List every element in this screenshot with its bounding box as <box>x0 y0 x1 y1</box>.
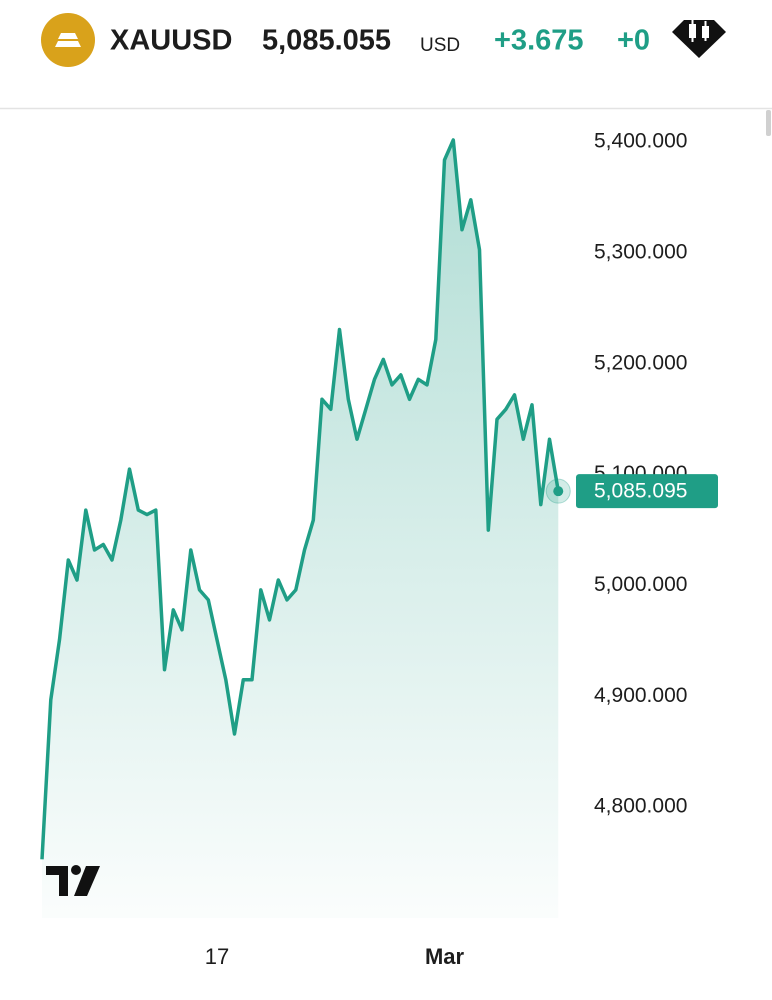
y-tick-label: 4,900.000 <box>594 684 687 707</box>
header: XAUUSD 5,085.055 USD +3.675 +0 <box>0 13 772 136</box>
x-tick-label: Mar <box>425 944 465 969</box>
gold-icon <box>41 13 95 67</box>
x-tick-label: 17 <box>205 944 229 969</box>
price: 5,085.055 <box>262 25 391 57</box>
price-marker-box <box>576 474 718 509</box>
tradingview-logo <box>46 865 100 896</box>
gold-bars <box>55 33 81 47</box>
scrollbar[interactable] <box>766 110 771 136</box>
plot: 4,800.0004,900.0005,000.0005,100.0005,20… <box>40 130 718 969</box>
y-tick-label: 5,400.000 <box>594 130 687 153</box>
last-price-dot <box>553 486 564 497</box>
area-fill <box>42 140 559 918</box>
y-tick-label: 5,200.000 <box>594 351 687 374</box>
y-tick-label: 4,800.000 <box>594 795 687 818</box>
chart-style-button[interactable] <box>672 19 726 58</box>
y-tick-label: 5,000.000 <box>594 573 687 596</box>
price-line <box>40 138 561 860</box>
price-marker-label: 5,085.095 <box>594 480 687 503</box>
y-tick-label: 5,300.000 <box>594 241 687 264</box>
symbol: XAUUSD <box>110 25 232 57</box>
change-percent: +0 <box>617 25 650 57</box>
change: +3.675 <box>494 25 584 57</box>
currency: USD <box>420 35 460 56</box>
